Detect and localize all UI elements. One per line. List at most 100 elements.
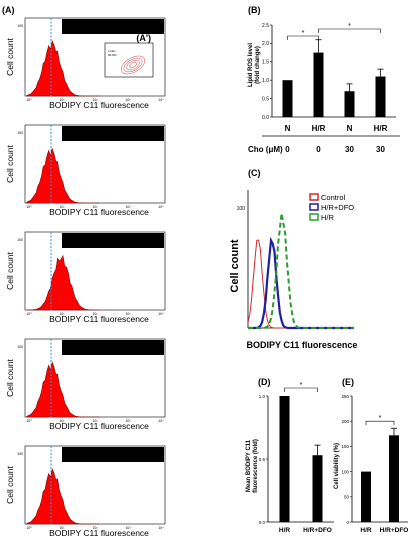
x-tick-label: 10¹: [59, 205, 65, 209]
panel-d-ylabel-line2: fluorescence (fold): [253, 439, 259, 493]
x-tick-label: 10³: [125, 98, 131, 102]
panel-e-ylabel: Cell viability (%): [334, 443, 340, 489]
x-tick-label: 10⁰: [26, 205, 32, 209]
histogram-fill: [26, 40, 99, 97]
x-category-label: H/R: [360, 527, 372, 534]
x-tick-label: 10¹: [59, 526, 65, 530]
inset-contour: [129, 61, 137, 69]
y-tick-label: 200: [341, 419, 349, 424]
bar-h-r-dfo: [389, 435, 399, 522]
condition-label-box: [62, 233, 164, 248]
histogram-fill: [26, 468, 99, 525]
legend-swatch: [309, 213, 319, 221]
y-tick-label: 2.0: [262, 41, 269, 47]
significance-bracket: [287, 35, 319, 40]
x-tick-label: 10³: [125, 526, 131, 530]
x-axis-label: BODIPY C11 fluorescence: [49, 421, 149, 431]
x-tick-label: 10¹: [59, 312, 65, 316]
bar-n-0: [282, 80, 293, 117]
panel-b-letter: (B): [248, 5, 261, 15]
row1-label: H/R: [374, 124, 388, 133]
panel-b-ylabel-line2: (fold change): [255, 46, 261, 84]
histogram-fill: [26, 361, 99, 418]
y-tick-label: 150: [341, 444, 349, 449]
significance-marker: *: [348, 23, 351, 30]
legend-swatch: [309, 193, 319, 201]
panel-d-ylabel-line1: Mean BODIPY C11: [246, 439, 252, 492]
x-axis-label: BODIPY C11 fluorescence: [49, 314, 149, 324]
x-tick-label: 10³: [125, 419, 131, 423]
x-category-label: H/R: [279, 527, 291, 534]
inset-letter: (A'): [136, 33, 151, 43]
bar-n-30: [344, 91, 355, 117]
panel-c-histogram-overlay: (C) Cell count BODIPY C11 fluorescence 1…: [229, 168, 357, 350]
curve-hr: [248, 213, 354, 329]
x-tick-label: 10⁰: [26, 98, 32, 102]
inset-gate-percent: 90.8%: [108, 53, 117, 57]
y-tick-label: 0: [346, 520, 349, 525]
bar-h-r-0: [313, 52, 324, 117]
panel-a-subplot-2: N 100 10⁰ 10¹ 10² 10³ 10⁴ Cell count BODIPY C11 …: [5, 124, 166, 217]
row2-value: 30: [376, 145, 385, 154]
panel-d-letter: (D): [258, 377, 271, 387]
x-tick-label: 10²: [92, 312, 98, 316]
y-tick-label: 100: [237, 206, 246, 212]
x-tick-label: 10²: [92, 98, 98, 102]
y-tick-label: 50: [344, 495, 350, 500]
legend-label: Control: [321, 193, 346, 202]
histogram-fill: [27, 254, 99, 311]
inset-contour: [126, 59, 140, 71]
panel-a-subplot-4: N + Cho 100 10⁰ 10¹ 10² 10³ 10⁴ Cell count BODIP…: [5, 338, 166, 431]
row2-value: 0: [316, 145, 321, 154]
y-tick-label: 0.0: [262, 115, 269, 121]
panel-c-ylabel: Cell count: [229, 239, 241, 293]
y-tick-label: 100: [17, 452, 23, 456]
y-tick-label: 100: [17, 345, 23, 349]
x-tick-label: 10¹: [59, 98, 65, 102]
y-tick-label: 100: [17, 238, 23, 242]
y-axis-label: Cell count: [5, 465, 15, 503]
row1-label: N: [285, 124, 291, 133]
significance-marker: *: [300, 382, 303, 389]
histogram-fill: [26, 147, 99, 204]
x-tick-label: 10⁰: [26, 419, 32, 423]
y-tick-label: 1.0: [259, 394, 266, 399]
significance-bracket: [318, 28, 381, 33]
x-tick-label: 10⁴: [158, 526, 164, 530]
bar-h-r-dfo: [312, 455, 323, 522]
x-tick-label: 10⁰: [26, 526, 32, 530]
row2-label: Cho (μM): [248, 145, 283, 154]
y-axis-label: Cell count: [5, 37, 15, 75]
x-tick-label: 10⁴: [158, 98, 164, 102]
y-tick-label: 100: [17, 131, 23, 135]
panel-b-bar-chart: (B) Lipid ROS level (fold change) 0.0 0.5…: [248, 5, 400, 154]
inset-contour: [120, 55, 146, 75]
bar-h-r-30: [375, 76, 386, 117]
panel-d-bar-chart: (D) Mean BODIPY C11 fluorescence (fold) …: [246, 377, 334, 534]
panel-a: Control 100 10⁰ 10¹ 10² 10³ 10⁴ Cell count BODIP…: [5, 17, 166, 538]
legend-swatch: [309, 203, 319, 211]
inset-gate-label: Lx/Ex: [108, 49, 116, 53]
panel-a-subplot-3: H/R 100 10⁰ 10¹ 10² 10³ 10⁴ Cell count BODIPY C1…: [5, 231, 166, 324]
legend-label: H/R: [321, 213, 335, 222]
significance-bracket: [284, 387, 318, 392]
row2-value: 0: [285, 145, 290, 154]
y-tick-label: 1.5: [262, 60, 269, 66]
x-axis-label: BODIPY C11 fluorescence: [49, 528, 149, 538]
condition-label-box: [62, 19, 164, 34]
x-tick-label: 10³: [125, 312, 131, 316]
condition-label: H/R + Cho: [93, 450, 133, 460]
panel-c-xlabel: BODIPY C11 fluorescence: [247, 340, 358, 350]
y-tick-label: 1.0: [262, 78, 269, 84]
x-tick-label: 10⁰: [26, 312, 32, 316]
panel-a-letter: (A): [2, 5, 15, 15]
bar-h-r: [279, 396, 290, 522]
x-tick-label: 10⁴: [158, 312, 164, 316]
condition-label-box: [62, 340, 164, 355]
x-tick-label: 10⁴: [158, 419, 164, 423]
condition-label: N + Cho: [97, 343, 129, 353]
significance-marker: *: [379, 415, 382, 422]
inset-contour: [123, 57, 143, 73]
x-tick-label: 10³: [125, 205, 131, 209]
y-tick-label: 0.0: [259, 520, 266, 525]
